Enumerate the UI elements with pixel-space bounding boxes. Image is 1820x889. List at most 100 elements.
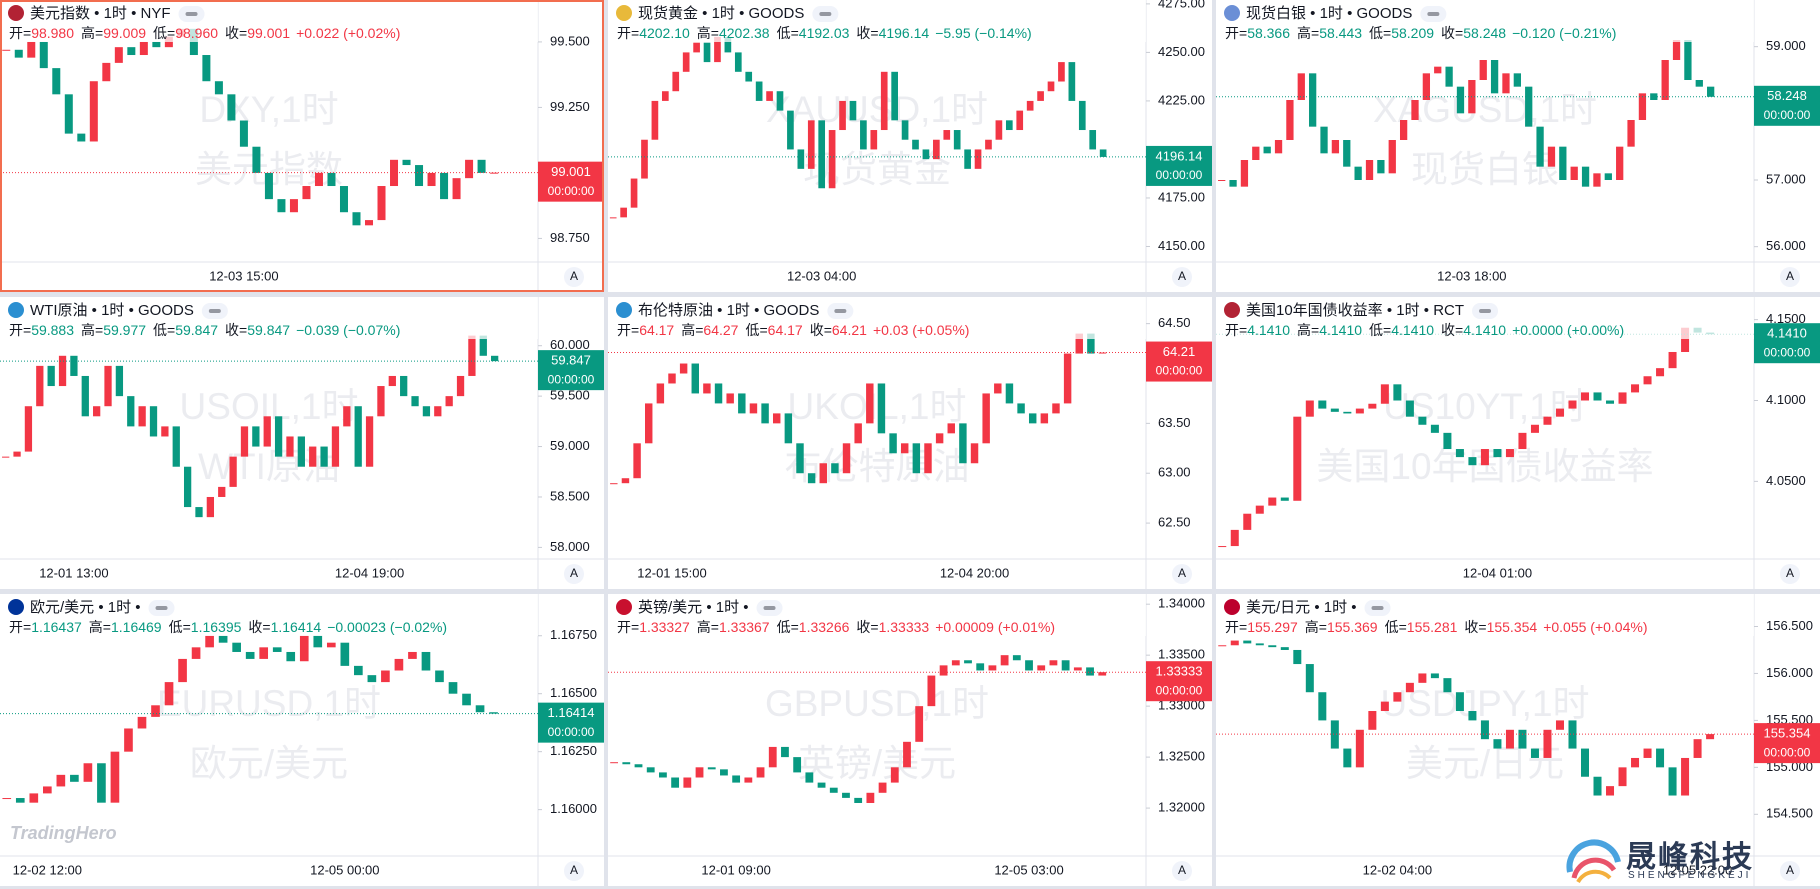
candle: [1006, 120, 1013, 130]
symbol-icon: [1224, 302, 1240, 318]
candle: [1252, 147, 1259, 160]
ohlc-value: 1.16395: [191, 619, 242, 635]
ohlc-label: 高=: [1305, 619, 1327, 635]
symbol-title: 欧元/美元 • 1时 •: [30, 599, 141, 616]
candle: [1256, 506, 1264, 514]
ohlc-value: 59.977: [103, 322, 146, 338]
last-price-label: 1.33333: [1156, 664, 1203, 679]
ohlc-label: 低=: [153, 322, 175, 338]
candle: [1656, 368, 1664, 376]
y-tick-label: 59.000: [1766, 38, 1806, 53]
candle: [1631, 384, 1639, 392]
candle: [411, 396, 418, 406]
y-tick-label: 1.16000: [550, 801, 597, 816]
candle: [831, 463, 838, 473]
candle: [1518, 433, 1526, 449]
ohlc-label: 开=: [1225, 25, 1247, 41]
candle: [936, 433, 943, 443]
candle: [275, 416, 282, 456]
chart-panel[interactable]: USOIL,1时WTI原油60.00059.50059.00058.50058.…: [0, 297, 604, 589]
candle: [184, 467, 191, 507]
candle: [313, 636, 322, 648]
countdown: 00:00:00: [1156, 168, 1203, 182]
watermark: 欧元/美元: [190, 743, 348, 784]
ohlc-value: 4196.14: [879, 25, 930, 41]
candle: [1556, 409, 1564, 417]
ohlc-label: 开=: [617, 322, 639, 338]
candle: [1581, 392, 1589, 400]
candle: [36, 366, 43, 406]
y-tick-label: 1.33500: [1158, 647, 1205, 662]
candle: [302, 186, 310, 199]
candle: [97, 763, 106, 802]
candle: [1064, 354, 1071, 404]
candle: [1001, 655, 1009, 665]
ohlc-label: 低=: [1369, 322, 1391, 338]
candle: [25, 406, 32, 451]
ohlc-label: 低=: [745, 322, 767, 338]
last-price-label: 1.16414: [548, 705, 595, 720]
candle: [610, 217, 617, 218]
title-pill-dot: [156, 606, 168, 610]
candle: [241, 426, 248, 456]
candle: [1514, 73, 1521, 86]
candle: [355, 406, 362, 467]
candle: [57, 775, 66, 787]
candle: [933, 140, 940, 159]
chart-panel[interactable]: GBPUSD,1时英镑/美元1.340001.335001.330001.325…: [608, 594, 1212, 886]
candle: [227, 94, 235, 120]
title-pill-dot: [209, 309, 221, 313]
candle: [446, 396, 453, 406]
logo: 晟峰科技 SHENGFENGKEJI: [1564, 832, 1814, 884]
candle: [1443, 433, 1451, 449]
candle: [207, 497, 214, 517]
ohlc-label: 低=: [153, 25, 175, 41]
candle: [976, 663, 984, 670]
ohlc-value: 64.17: [639, 322, 674, 338]
candle: [820, 463, 827, 483]
candle: [913, 443, 920, 473]
chart-panel[interactable]: XAUUSD,1时现货黄金4275.004250.004225.004175.0…: [608, 0, 1212, 292]
ohlc-label: 收=: [1441, 322, 1463, 338]
candle: [1343, 412, 1351, 414]
candle: [1281, 498, 1289, 501]
candle: [1418, 673, 1426, 682]
chart-panel[interactable]: US10YT,1时美国10年国债收益率4.15004.10004.050012-…: [1216, 297, 1820, 589]
symbol-title: 美国10年国债收益率 • 1时 • RCT: [1246, 302, 1464, 319]
candle: [777, 91, 784, 110]
candle: [1029, 413, 1036, 423]
ohlc-label: 收=: [1464, 619, 1486, 635]
candle: [1389, 140, 1396, 173]
ohlc-value: 1.33367: [719, 619, 770, 635]
candle: [48, 366, 55, 386]
candle: [1079, 101, 1086, 130]
ohlc-value: 155.281: [1407, 619, 1458, 635]
ohlc-value: 98.960: [175, 25, 218, 41]
candle: [1393, 384, 1401, 400]
candle: [246, 652, 255, 659]
candle: [796, 443, 803, 473]
candle: [1368, 711, 1376, 730]
ohlc-value: 1.16414: [271, 619, 322, 635]
candle: [1231, 641, 1239, 646]
ohlc-label: 收=: [225, 322, 247, 338]
y-tick-label: 1.34000: [1158, 596, 1205, 611]
watermark: UKOIL,1时: [788, 386, 967, 427]
candle: [259, 647, 268, 659]
candle: [635, 764, 643, 767]
candle: [1594, 777, 1602, 796]
candle: [738, 393, 745, 413]
candle: [453, 178, 461, 199]
candle: [115, 47, 123, 63]
candle: [77, 134, 85, 142]
countdown: 00:00:00: [548, 184, 595, 198]
ohlc-value: 1.33333: [879, 619, 930, 635]
watermark: GBPUSD,1时: [765, 683, 989, 724]
candle: [948, 423, 955, 433]
candle: [866, 793, 874, 803]
ohlc-change: +0.0000 (+0.00%): [1512, 322, 1624, 338]
